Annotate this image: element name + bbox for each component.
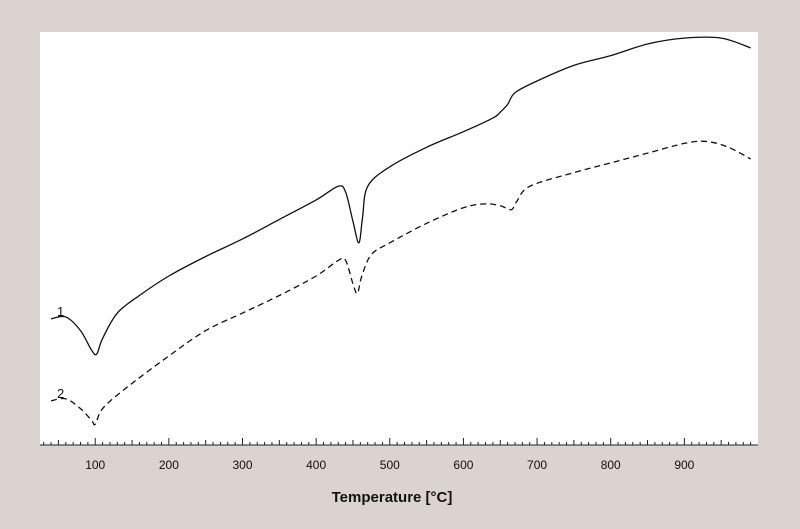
x-tick-label: 400 bbox=[306, 458, 326, 472]
x-tick-label: 800 bbox=[601, 458, 621, 472]
x-tick-label: 700 bbox=[527, 458, 547, 472]
series-group bbox=[50, 36, 751, 426]
x-tick-label: 500 bbox=[380, 458, 400, 472]
plot-area bbox=[40, 32, 758, 445]
x-tick-label: 900 bbox=[674, 458, 694, 472]
x-tick-label: 300 bbox=[232, 458, 252, 472]
x-tick-label: 600 bbox=[453, 458, 473, 472]
series-1-label: 1 bbox=[57, 304, 64, 319]
x-axis-title: Temperature [°C] bbox=[332, 489, 453, 506]
series-2-line bbox=[50, 140, 751, 426]
x-tick-label: 100 bbox=[85, 458, 105, 472]
x-ticks: 100 200 300 400 500 600 700 800 900 bbox=[43, 438, 752, 472]
x-tick-label: 200 bbox=[159, 458, 179, 472]
series-2-label: 2 bbox=[57, 386, 64, 401]
series-1-line bbox=[50, 36, 751, 356]
